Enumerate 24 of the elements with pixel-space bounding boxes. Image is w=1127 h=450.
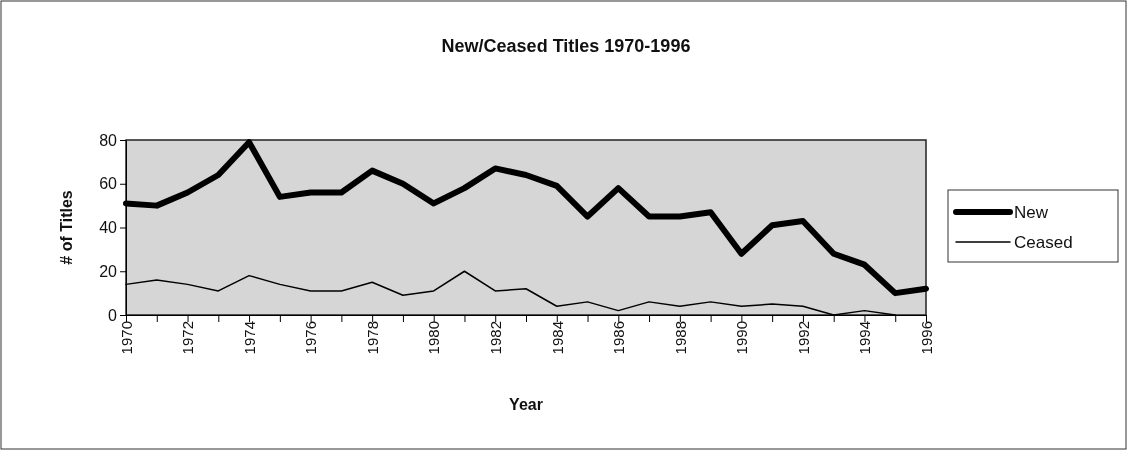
x-tick-label: 1994 <box>856 321 874 355</box>
x-tick-label: 1978 <box>363 321 381 355</box>
x-tick-label: 1988 <box>671 321 689 355</box>
x-tick-label: 1996 <box>917 321 935 355</box>
x-tick-label: 1976 <box>302 321 320 355</box>
legend-label: Ceased <box>1014 233 1073 252</box>
y-tick-label: 60 <box>99 175 118 193</box>
y-tick-label: 80 <box>99 131 118 149</box>
x-tick-label: 1986 <box>610 321 628 355</box>
chart-title: New/Ceased Titles 1970-1996 <box>441 36 691 56</box>
x-tick-label: 1990 <box>733 321 751 355</box>
y-tick-label: 0 <box>108 306 118 324</box>
x-axis-title: Year <box>509 396 543 413</box>
x-tick-label: 1982 <box>486 321 504 355</box>
x-tick-label: 1992 <box>794 321 812 355</box>
legend-label: New <box>1014 203 1049 222</box>
x-tick-label: 1974 <box>240 321 258 355</box>
x-tick-label: 1984 <box>548 321 566 355</box>
x-tick-label: 1980 <box>425 321 443 355</box>
x-tick-label: 1970 <box>117 321 135 355</box>
y-tick-label: 40 <box>99 219 118 237</box>
x-tick-label: 1972 <box>179 321 197 355</box>
y-axis-title: # of Titles <box>58 190 75 265</box>
y-tick-label: 20 <box>99 262 118 280</box>
